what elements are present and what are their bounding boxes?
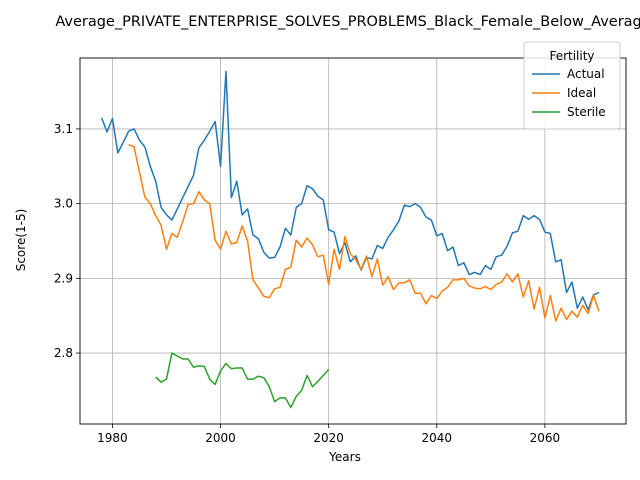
legend-items: Actual Ideal Sterile bbox=[532, 67, 606, 119]
series-layer bbox=[100, 70, 600, 409]
series-line-ideal bbox=[128, 143, 600, 322]
series-line-actual bbox=[100, 70, 600, 311]
y-axis-title: Score(1-5) bbox=[14, 209, 28, 272]
y-tick-label: 3.0 bbox=[54, 197, 73, 211]
y-tick-label: 3.1 bbox=[54, 122, 73, 136]
y-tick-label: 2.8 bbox=[54, 346, 73, 360]
x-axis-title: Years bbox=[328, 450, 361, 464]
series-line-sterile bbox=[155, 352, 330, 409]
chart-title: Average_PRIVATE_ENTERPRISE_SOLVES_PROBLE… bbox=[55, 14, 640, 30]
legend-label-actual: Actual bbox=[567, 67, 605, 81]
x-tick-label: 2000 bbox=[205, 431, 236, 445]
plot-frame bbox=[79, 57, 627, 425]
grid-layer bbox=[80, 58, 626, 424]
x-tick-label: 2040 bbox=[422, 431, 453, 445]
legend-box bbox=[523, 41, 621, 130]
legend-title: Fertility bbox=[549, 49, 594, 63]
legend: Fertility Actual Ideal Sterile bbox=[523, 41, 621, 130]
legend-label-ideal: Ideal bbox=[567, 86, 596, 100]
tick-layer: 1980 2000 2020 2040 2060 2.8 2.9 3.0 3.1 bbox=[54, 122, 560, 445]
y-tick-label: 2.9 bbox=[54, 271, 73, 285]
x-tick-label: 2060 bbox=[530, 431, 561, 445]
legend-label-sterile: Sterile bbox=[567, 105, 606, 119]
x-tick-label: 2020 bbox=[313, 431, 344, 445]
x-tick-label: 1980 bbox=[97, 431, 128, 445]
